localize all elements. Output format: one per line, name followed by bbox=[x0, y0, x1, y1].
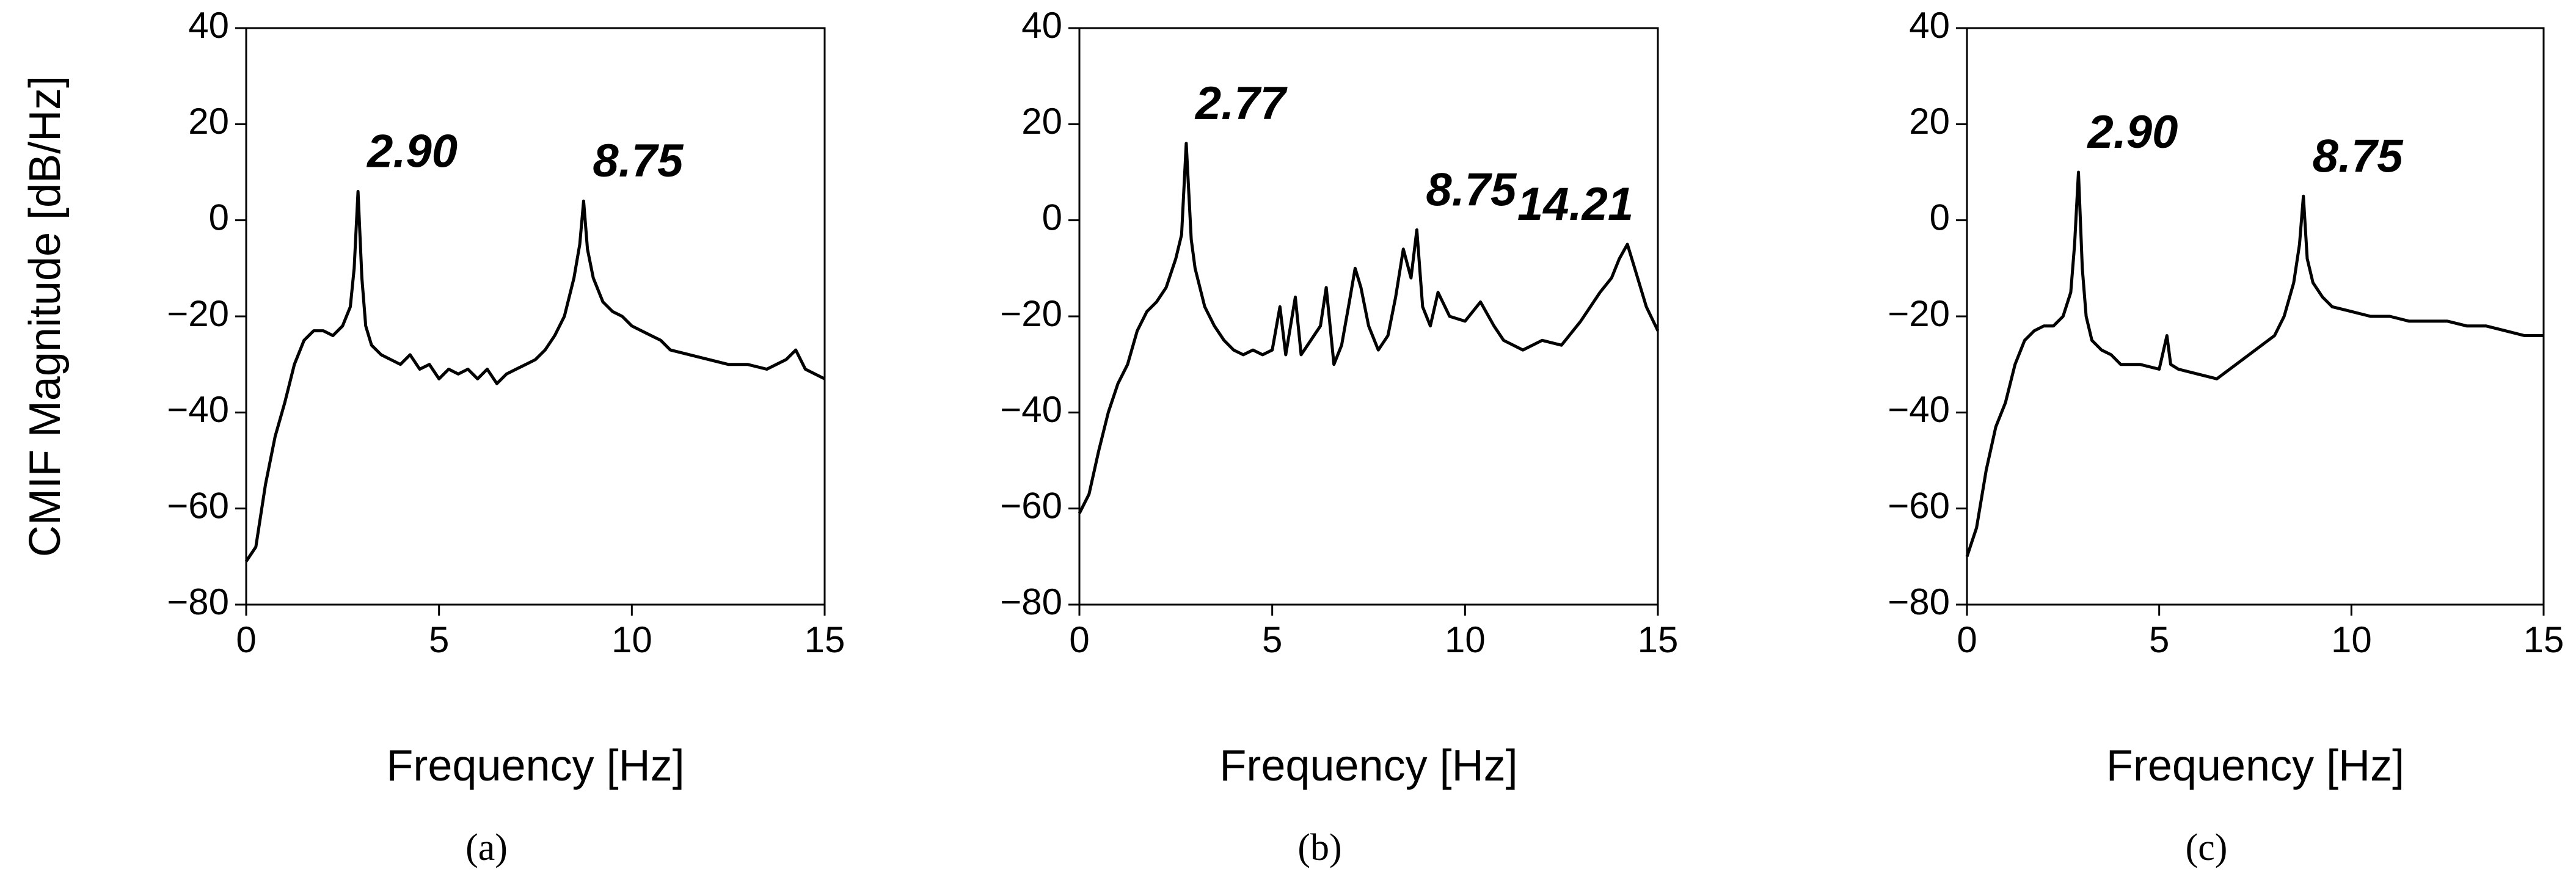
x-tick-label: 15 bbox=[805, 619, 845, 660]
y-tick-label: −80 bbox=[167, 581, 229, 622]
y-tick-label: −20 bbox=[167, 293, 229, 334]
panel-caption: (c) bbox=[2186, 827, 2228, 868]
x-axis-title: Frequency [Hz] bbox=[2106, 741, 2404, 790]
y-tick-label: −40 bbox=[1000, 389, 1062, 430]
y-tick-label: 0 bbox=[1042, 197, 1062, 238]
x-axis-title: Frequency [Hz] bbox=[386, 741, 684, 790]
x-tick-label: 5 bbox=[429, 619, 449, 660]
y-tick-label: 20 bbox=[1909, 101, 1950, 142]
y-axis-title: CMIF Magnitude [dB/Hz] bbox=[21, 76, 70, 557]
y-tick-label: −60 bbox=[1888, 486, 1950, 526]
x-tick-label: 5 bbox=[1262, 619, 1282, 660]
x-tick-label: 5 bbox=[2149, 619, 2169, 660]
plot-frame bbox=[245, 27, 826, 606]
x-tick-label: 10 bbox=[611, 619, 652, 660]
y-tick-label: 20 bbox=[1021, 101, 1062, 142]
x-tick-label: 15 bbox=[1638, 619, 1679, 660]
spectrum-line bbox=[1965, 170, 2544, 558]
x-tick-label: 0 bbox=[236, 619, 256, 660]
x-tick-label: 10 bbox=[2331, 619, 2372, 660]
x-axis-title: Frequency [Hz] bbox=[1219, 741, 1517, 790]
y-tick-label: 40 bbox=[1021, 5, 1062, 46]
peak-annotation: 8.75 bbox=[2313, 130, 2404, 182]
y-tick-label: 40 bbox=[188, 5, 229, 46]
y-tick-label: 40 bbox=[1909, 5, 1950, 46]
panel-caption: (a) bbox=[465, 827, 508, 868]
x-tick-label: 0 bbox=[1069, 619, 1089, 660]
plot-frame bbox=[1078, 27, 1659, 606]
peak-annotation: 2.90 bbox=[366, 125, 458, 177]
y-tick-label: −60 bbox=[1000, 486, 1062, 526]
y-tick-label: 0 bbox=[209, 197, 229, 238]
peak-annotation: 8.75 bbox=[593, 135, 684, 187]
x-tick-label: 15 bbox=[2523, 619, 2564, 660]
peak-annotation: 8.75 bbox=[1426, 164, 1517, 216]
peak-annotation: 14.21 bbox=[1517, 178, 1633, 230]
y-tick-label: −20 bbox=[1888, 293, 1950, 334]
x-tick-label: 0 bbox=[1957, 619, 1977, 660]
peak-annotation: 2.90 bbox=[2087, 106, 2178, 158]
y-tick-label: −40 bbox=[167, 389, 229, 430]
y-tick-label: −80 bbox=[1000, 581, 1062, 622]
y-tick-label: −80 bbox=[1888, 581, 1950, 622]
y-tick-label: −40 bbox=[1888, 389, 1950, 430]
y-tick-label: −60 bbox=[167, 486, 229, 526]
y-tick-label: 0 bbox=[1930, 197, 1950, 238]
plot-frame bbox=[1966, 27, 2545, 606]
spectrum-line bbox=[244, 190, 826, 562]
x-tick-label: 10 bbox=[1445, 619, 1486, 660]
y-tick-label: 20 bbox=[188, 101, 229, 142]
y-tick-label: −20 bbox=[1000, 293, 1062, 334]
peak-annotation: 2.77 bbox=[1194, 78, 1288, 129]
spectrum-line bbox=[1078, 142, 1660, 514]
panel-caption: (b) bbox=[1297, 827, 1341, 868]
